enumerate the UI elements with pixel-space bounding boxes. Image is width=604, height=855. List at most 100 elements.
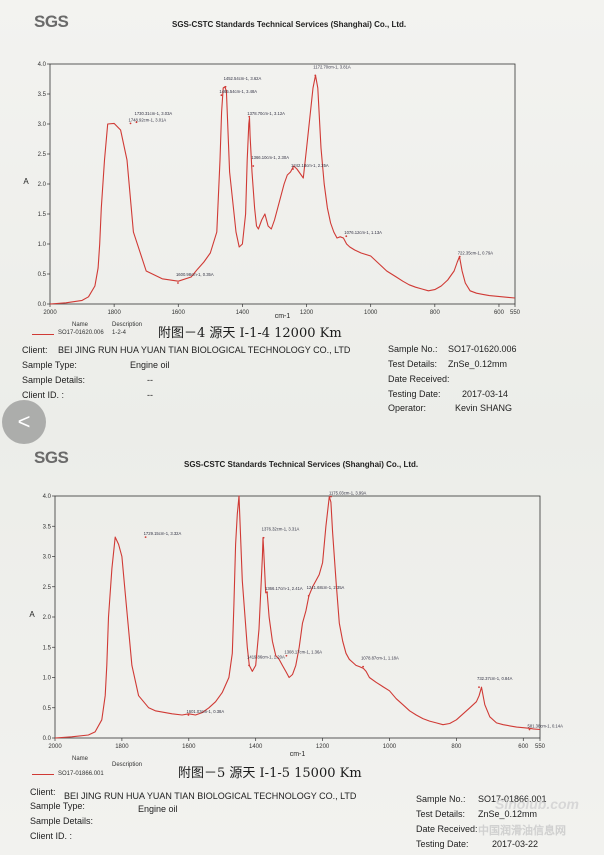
client-label: Client:	[22, 345, 48, 355]
legend-desc-header: Description	[112, 762, 143, 768]
sgs-logo: SGS	[34, 448, 69, 467]
x-tick-label: 1200	[316, 744, 330, 750]
testing-date-label: Testing Date:	[388, 389, 441, 399]
y-tick-label: 4.0	[43, 494, 52, 500]
peak-marker	[135, 121, 138, 124]
peak-marker	[478, 686, 480, 689]
x-axis-label: cm-1	[290, 751, 306, 758]
x-tick-label: 550	[535, 744, 546, 750]
y-tick-label: 1.5	[43, 645, 52, 651]
handwritten-annotation: 附图－4 源天 I-1-4 12000 Km	[158, 326, 342, 341]
date-received-label: Date Received:	[416, 824, 478, 834]
x-tick-label: 1600	[172, 310, 186, 316]
peak-label: 1600.98cm-1, 0.35A	[176, 272, 214, 277]
sample-type-label: Sample Type:	[22, 360, 77, 370]
test-details-value: ZnSe_0.12mm	[448, 359, 508, 369]
peak-marker	[307, 594, 310, 597]
peak-label: 1452.54cm-1, 3.62A	[224, 76, 262, 81]
peak-marker	[262, 536, 265, 539]
y-tick-label: 2.5	[43, 585, 52, 591]
peak-marker	[458, 255, 461, 258]
x-tick-label: 800	[430, 310, 441, 316]
legend-sample-name: SO17-01620.006	[58, 330, 104, 336]
report-panel-1: SGS SGS-CSTC Standards Technical Service…	[22, 12, 521, 413]
legend-line-swatch	[32, 334, 54, 335]
peak-marker	[528, 728, 531, 731]
y-tick-label: 3.5	[38, 92, 47, 98]
sample-no-value: SO17-01620.006	[448, 344, 517, 354]
legend-line-swatch	[32, 774, 54, 775]
peak-marker	[248, 664, 250, 667]
client-value: BEI JING RUN HUA YUAN TIAN BIOLOGICAL TE…	[64, 791, 357, 801]
peak-label: 1076.12cm-1, 1.13A	[344, 230, 382, 235]
plot-frame	[49, 63, 516, 305]
testing-date-label: Testing Date:	[416, 839, 469, 849]
y-axis-label: A	[29, 610, 35, 619]
y-tick-label: 0.5	[43, 706, 52, 712]
client-value: BEI JING RUN HUA YUAN TIAN BIOLOGICAL TE…	[58, 345, 351, 355]
y-axis-label: A	[23, 177, 29, 186]
x-tick-label: 1400	[236, 310, 250, 316]
peak-marker	[177, 282, 179, 284]
sample-details-label: Sample Details:	[22, 375, 86, 385]
peak-marker	[362, 665, 365, 668]
y-tick-label: 2.5	[38, 152, 47, 158]
legend-name-header: Name	[72, 756, 89, 762]
y-tick-label: 2.0	[38, 182, 47, 188]
operator-label: Operator:	[388, 403, 427, 413]
handwritten-annotation: 附图－5 源天 I-1-5 15000 Km	[178, 766, 362, 781]
legend-desc-header: Description	[112, 322, 143, 328]
sample-no-value: SO17-01866.001	[478, 794, 547, 804]
y-tick-label: 2.0	[43, 615, 52, 621]
peak-label: 1366.17cm-1, 2.41A	[265, 586, 303, 591]
peak-marker	[224, 85, 227, 88]
peak-label: 1748.92cm-1, 3.01A	[129, 117, 167, 122]
x-tick-label: 1800	[107, 310, 121, 316]
x-tick-label: 550	[510, 310, 521, 316]
x-tick-label: 2000	[43, 310, 57, 316]
sample-details-label: Sample Details:	[30, 816, 94, 826]
y-tick-label: 0.0	[43, 736, 52, 742]
date-received-label: Date Received:	[388, 374, 450, 384]
x-tick-label: 1200	[300, 310, 314, 316]
sample-no-label: Sample No.:	[388, 344, 438, 354]
x-tick-label: 1000	[383, 744, 397, 750]
peak-marker	[129, 122, 132, 125]
watermark-text: 中国润滑油信息网	[478, 825, 566, 837]
peak-label: 732.37cm-1, 0.84A	[477, 676, 513, 681]
peak-label: 1465.54cm-1, 3.48A	[219, 89, 257, 94]
spectrum-line	[49, 74, 516, 305]
y-tick-label: 3.5	[43, 524, 52, 530]
operator-value: Kevin SHANG	[455, 403, 513, 413]
peak-marker	[345, 235, 348, 238]
x-axis-label: cm-1	[275, 313, 291, 320]
peak-label: 1729.15cm-1, 3.32A	[144, 531, 182, 536]
y-tick-label: 1.5	[38, 212, 47, 218]
chevron-left-icon[interactable]: <	[2, 400, 46, 444]
peak-marker	[314, 74, 317, 77]
spectrum-line	[54, 495, 541, 739]
client-id-label: Client ID. :	[22, 390, 65, 400]
peak-marker	[248, 115, 251, 118]
x-tick-label: 2000	[48, 744, 62, 750]
x-tick-label: 1400	[249, 744, 263, 750]
y-tick-label: 0.5	[38, 272, 47, 278]
test-details-value: ZnSe_0.12mm	[478, 809, 538, 819]
peak-label: 581.38cm-1, 0.14A	[528, 724, 564, 729]
peak-label: 1730.31cm-1, 3.03A	[134, 111, 172, 116]
legend-name-header: Name	[72, 322, 89, 328]
peak-label: 1419.86cm-1, 1.20A	[247, 654, 285, 659]
peak-marker	[220, 94, 223, 97]
report-panel-2: SGS SGS-CSTC Standards Technical Service…	[0, 440, 604, 855]
ftir-spectrum-chart-1: 0.0 0.5 1.0 1.5 2.0 2.5 3.0 3.5 4.0 2000 1800 1600 1…	[23, 62, 521, 320]
x-tick-label: 1800	[115, 744, 129, 750]
testing-date-value: 2017-03-14	[462, 389, 509, 399]
peak-marker	[330, 495, 332, 498]
peak-label: 1241.68cm-1, 2.35A	[307, 585, 345, 590]
y-tick-label: 3.0	[38, 122, 47, 128]
testing-date-value: 2017-03-22	[492, 839, 539, 849]
peak-label: 1601.03cm-1, 0.38A	[186, 709, 224, 714]
peak-marker	[266, 591, 268, 594]
peak-label: 1366.10cm-1, 2.30A	[251, 155, 289, 160]
report-header: SGS-CSTC Standards Technical Services (S…	[172, 20, 407, 29]
